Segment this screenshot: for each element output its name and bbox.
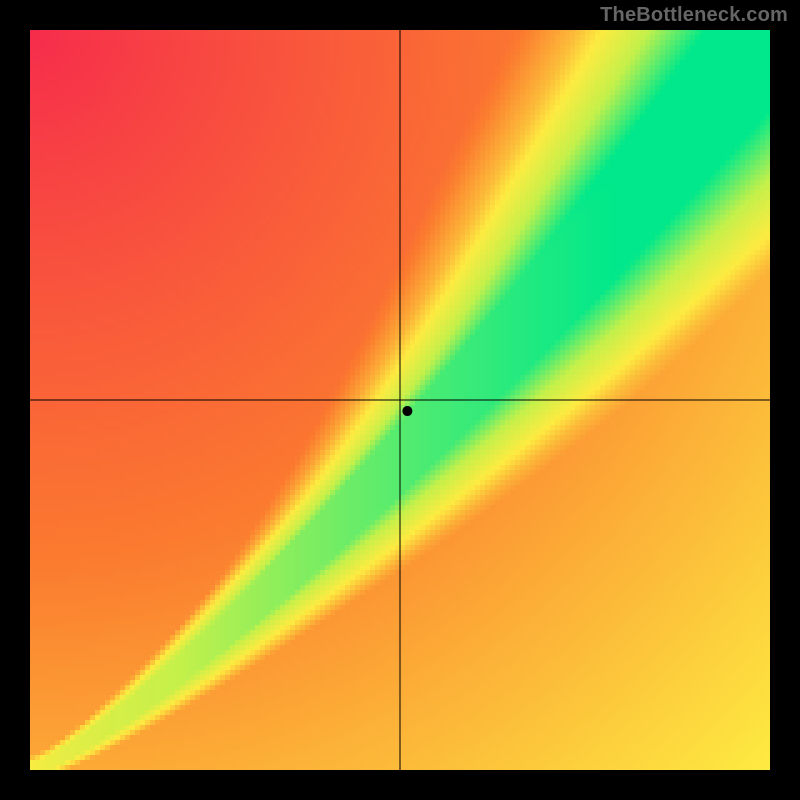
- chart-container: TheBottleneck.com: [0, 0, 800, 800]
- watermark-text: TheBottleneck.com: [600, 4, 788, 27]
- heatmap-canvas: [30, 30, 770, 770]
- plot-area: [30, 30, 770, 770]
